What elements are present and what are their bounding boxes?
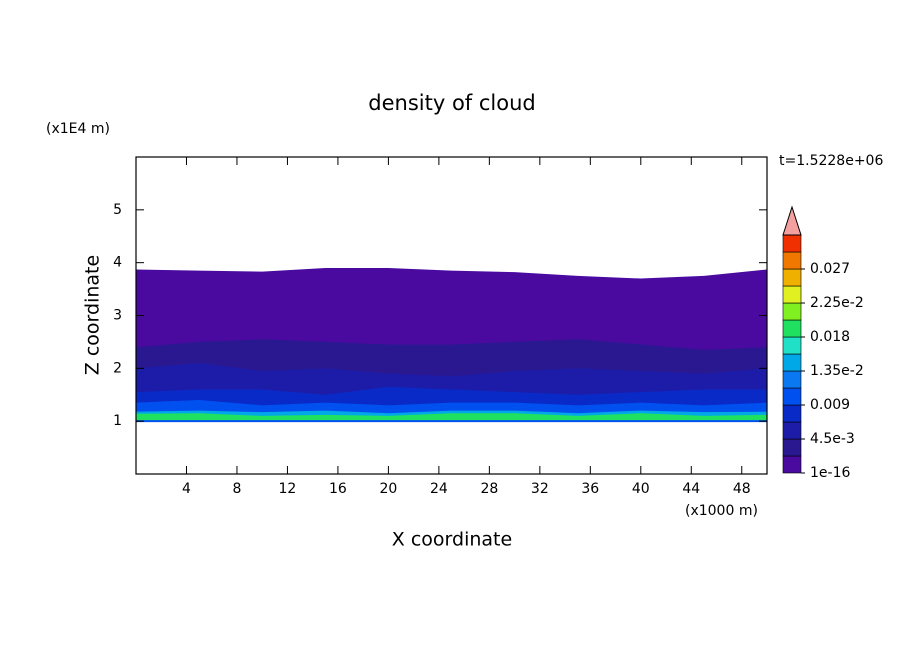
x-tick-label: 24 xyxy=(430,481,448,497)
y-tick-label: 3 xyxy=(113,308,122,324)
time-annotation: t=1.5228e+06 xyxy=(779,153,883,169)
x-unit: (x1000 m) xyxy=(685,503,758,519)
colorbar-box xyxy=(782,268,802,287)
colorbar-box xyxy=(782,370,802,389)
y-tick-label: 2 xyxy=(113,360,122,376)
x-tick-label: 20 xyxy=(379,481,397,497)
colorbar-label: 4.5e-3 xyxy=(810,431,855,447)
x-tick-label: 44 xyxy=(682,481,700,497)
y-tick-label: 1 xyxy=(113,413,122,429)
y-tick-label: 4 xyxy=(113,255,122,271)
colorbar-box xyxy=(782,421,802,440)
colorbar-label: 0.009 xyxy=(810,397,850,413)
x-tick-label: 16 xyxy=(329,481,347,497)
colorbar-label: 1e-16 xyxy=(810,465,850,481)
x-tick-label: 28 xyxy=(480,481,498,497)
colorbar-box xyxy=(782,455,802,474)
colorbar-label: 0.018 xyxy=(810,329,850,345)
x-tick-label: 12 xyxy=(279,481,297,497)
x-tick-label: 40 xyxy=(632,481,650,497)
colorbar-box xyxy=(782,336,802,355)
colorbar-box xyxy=(782,319,802,338)
colorbar-box xyxy=(782,404,802,423)
colorbar-label: 1.35e-2 xyxy=(810,363,864,379)
colorbar-box xyxy=(782,302,802,321)
x-tick-label: 32 xyxy=(531,481,549,497)
y-axis-label: Z coordinate xyxy=(82,255,104,375)
colorbar-box xyxy=(782,234,802,253)
x-tick-label: 4 xyxy=(182,481,191,497)
chart-title: density of cloud xyxy=(368,91,535,115)
y-unit: (x1E4 m) xyxy=(46,121,110,137)
colorbar-box xyxy=(782,251,802,270)
y-tick-label: 5 xyxy=(113,202,122,218)
contour-band xyxy=(136,413,767,422)
colorbar-box xyxy=(782,285,802,304)
colorbar-box xyxy=(782,438,802,457)
colorbar-box xyxy=(782,387,802,406)
x-tick-label: 36 xyxy=(581,481,599,497)
colorbar-label: 0.027 xyxy=(810,261,850,277)
x-tick-label: 48 xyxy=(733,481,751,497)
x-tick-label: 8 xyxy=(232,481,241,497)
colorbar-label: 2.25e-2 xyxy=(810,295,864,311)
x-axis-label: X coordinate xyxy=(392,529,512,551)
colorbar-box xyxy=(782,353,802,372)
colorbar-extend xyxy=(782,205,802,236)
